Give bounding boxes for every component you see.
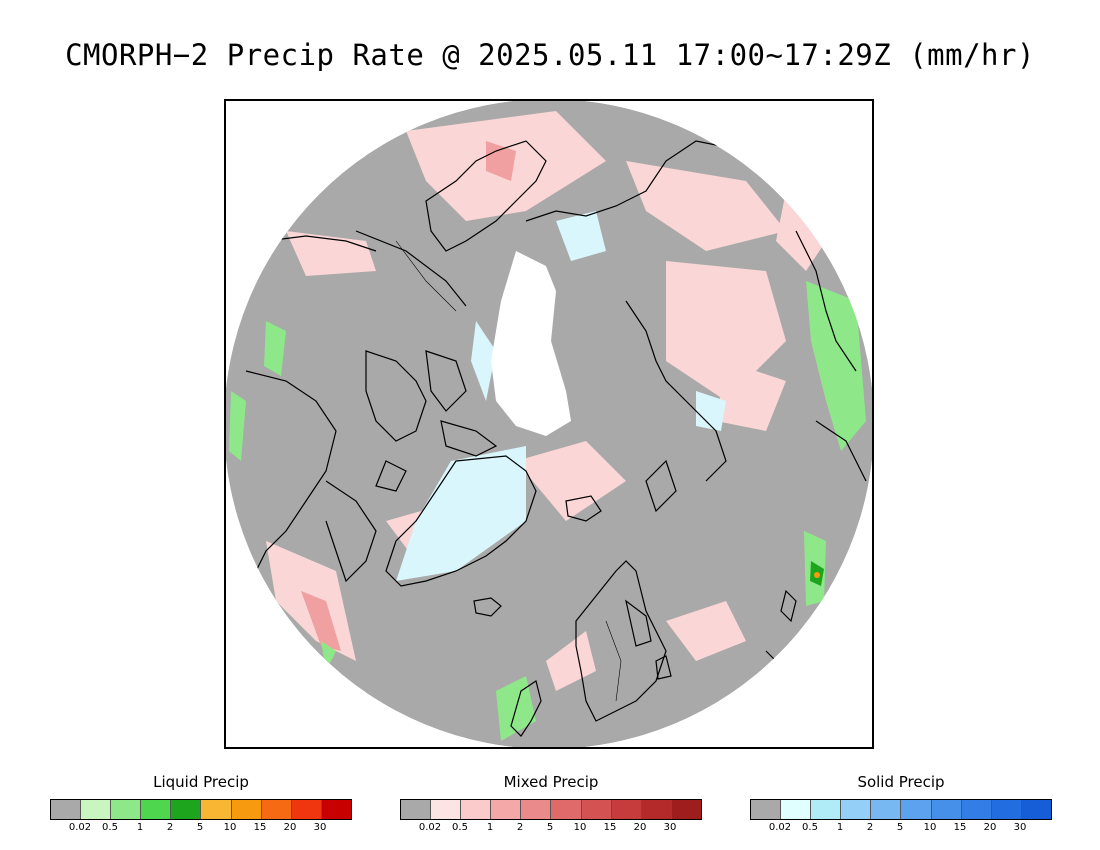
color-swatch — [521, 800, 552, 819]
color-swatch — [871, 800, 902, 819]
color-swatch — [1021, 800, 1051, 819]
legend-liquid: Liquid Precip 0.02 0.5 1 2 5 10 15 20 30 — [50, 772, 352, 836]
tick-label: 2 — [516, 822, 524, 833]
color-swatch — [611, 800, 642, 819]
color-swatch — [551, 800, 582, 819]
color-swatch — [321, 800, 351, 819]
color-swatch — [81, 800, 112, 819]
polar-map-svg — [226, 101, 872, 747]
color-swatch — [401, 800, 432, 819]
color-scale — [50, 799, 352, 820]
legend-title: Mixed Precip — [503, 773, 599, 791]
tick-label: 0.5 — [452, 822, 468, 833]
color-swatch — [51, 800, 82, 819]
tick-label: 10 — [923, 822, 937, 833]
legend-solid: Solid Precip 0.02 0.5 1 2 5 10 15 20 30 — [750, 772, 1052, 836]
tick-label: 0.02 — [68, 822, 92, 833]
color-swatch — [431, 800, 462, 819]
color-swatch — [141, 800, 172, 819]
color-scale — [400, 799, 702, 820]
legend-title: Solid Precip — [857, 773, 945, 791]
tick-labels: 0.02 0.5 1 2 5 10 15 20 30 — [750, 822, 1050, 836]
color-swatch — [581, 800, 612, 819]
chart-title: CMORPH−2 Precip Rate @ 2025.05.11 17:00~… — [65, 38, 1035, 72]
color-swatch — [671, 800, 701, 819]
tick-label: 5 — [546, 822, 554, 833]
tick-label: 20 — [633, 822, 647, 833]
tick-label: 30 — [313, 822, 327, 833]
tick-label: 20 — [983, 822, 997, 833]
tick-label: 30 — [1013, 822, 1027, 833]
color-swatch — [751, 800, 782, 819]
tick-label: 2 — [166, 822, 174, 833]
tick-label: 15 — [603, 822, 617, 833]
borders — [395, 240, 622, 702]
color-swatch — [461, 800, 492, 819]
tick-label: 2 — [866, 822, 874, 833]
tick-label: 30 — [663, 822, 677, 833]
color-swatch — [641, 800, 672, 819]
tick-label: 5 — [896, 822, 904, 833]
tick-label: 20 — [283, 822, 297, 833]
color-swatch — [901, 800, 932, 819]
liquid-precip-areas — [229, 281, 866, 741]
color-swatch — [841, 800, 872, 819]
color-scale — [750, 799, 1052, 820]
color-swatch — [261, 800, 292, 819]
tick-label: 1 — [486, 822, 494, 833]
tick-label: 15 — [953, 822, 967, 833]
no-data-region — [491, 251, 571, 436]
legend-mixed: Mixed Precip 0.02 0.5 1 2 5 10 15 20 30 — [400, 772, 702, 836]
color-swatch — [781, 800, 812, 819]
color-swatch — [231, 800, 262, 819]
color-swatch — [201, 800, 232, 819]
tick-label: 15 — [253, 822, 267, 833]
precip-map — [224, 99, 874, 749]
color-swatch — [931, 800, 962, 819]
tick-label: 1 — [136, 822, 144, 833]
color-swatch — [291, 800, 322, 819]
mixed-precip-areas — [266, 111, 826, 691]
tick-label: 0.5 — [802, 822, 818, 833]
mixed-precip-heavy — [301, 141, 516, 651]
legend-title: Liquid Precip — [153, 773, 249, 791]
color-swatch — [491, 800, 522, 819]
color-swatch — [111, 800, 142, 819]
liquid-precip-core — [814, 572, 820, 578]
tick-label: 0.5 — [102, 822, 118, 833]
color-swatch — [171, 800, 202, 819]
tick-labels: 0.02 0.5 1 2 5 10 15 20 30 — [400, 822, 700, 836]
coastlines — [245, 140, 867, 737]
color-swatch — [961, 800, 992, 819]
tick-label: 0.02 — [768, 822, 792, 833]
tick-label: 0.02 — [418, 822, 442, 833]
tick-label: 10 — [573, 822, 587, 833]
color-swatch — [991, 800, 1022, 819]
solid-precip-areas — [396, 211, 726, 581]
tick-label: 5 — [196, 822, 204, 833]
tick-label: 10 — [223, 822, 237, 833]
tick-label: 1 — [836, 822, 844, 833]
color-swatch — [811, 800, 842, 819]
tick-labels: 0.02 0.5 1 2 5 10 15 20 30 — [50, 822, 350, 836]
